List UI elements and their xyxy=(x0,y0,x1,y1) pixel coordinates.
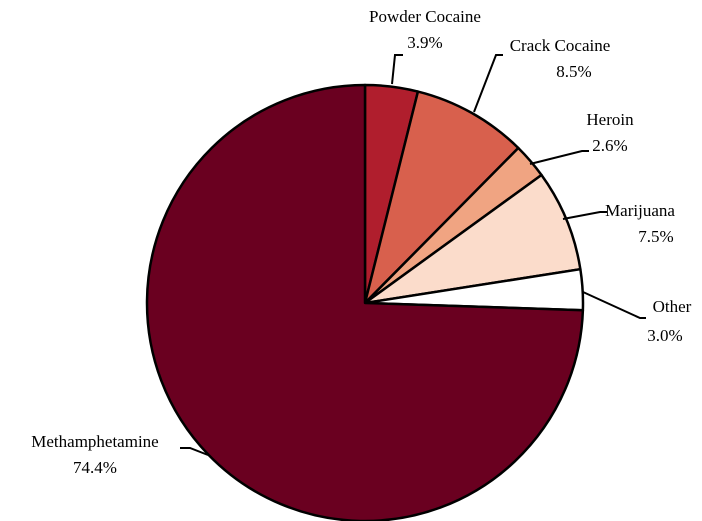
slice-value-label: 74.4% xyxy=(73,458,117,477)
slice-name-label: Crack Cocaine xyxy=(510,36,611,55)
leader-line-crack-cocaine xyxy=(473,54,503,113)
leader-line-heroin xyxy=(529,150,589,165)
pie-slice-methamphetamine xyxy=(145,83,585,521)
slice-value-label: 3.0% xyxy=(647,326,682,345)
slice-name-label: Marijuana xyxy=(605,201,675,220)
slice-value-label: 8.5% xyxy=(556,62,591,81)
pie-slice-marijuana xyxy=(363,173,582,305)
slice-name-label: Other xyxy=(653,297,692,316)
slice-name-label: Powder Cocaine xyxy=(369,7,481,26)
leader-lines xyxy=(180,54,646,456)
pie-slices xyxy=(145,83,585,521)
slice-name-label: Heroin xyxy=(586,110,634,129)
leader-line-marijuana xyxy=(562,211,607,220)
slice-value-label: 7.5% xyxy=(638,227,673,246)
leader-line-other xyxy=(582,291,646,319)
slice-value-label: 2.6% xyxy=(592,136,627,155)
slice-name-label: Methamphetamine xyxy=(31,432,158,451)
pie-slice-crack-cocaine xyxy=(363,90,520,305)
slice-value-label: 3.9% xyxy=(407,33,442,52)
leader-line-powder-cocaine xyxy=(391,54,403,85)
slice-labels: Powder Cocaine 3.9% Crack Cocaine 8.5% Heroi… xyxy=(31,7,691,477)
leader-line-methamphetamine xyxy=(180,447,209,456)
